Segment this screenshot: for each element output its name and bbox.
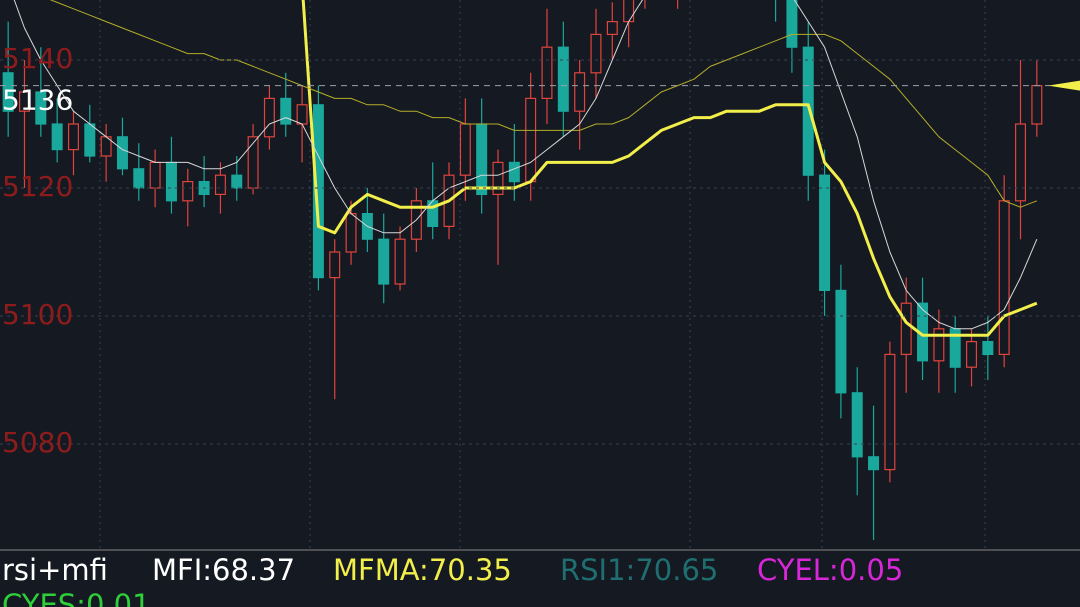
candle-body bbox=[231, 174, 243, 189]
y-tick-label: 5120 bbox=[2, 170, 73, 203]
candle-body bbox=[280, 97, 292, 125]
moving-average-line bbox=[13, 0, 1038, 330]
candle-body bbox=[84, 123, 96, 157]
candle-body bbox=[982, 341, 994, 356]
indicator-label: rsi+mfi bbox=[2, 553, 108, 587]
candle-body bbox=[868, 456, 880, 471]
candle-body bbox=[149, 161, 161, 189]
indicator-label: MFMA:70.35 bbox=[333, 553, 512, 587]
candle-body bbox=[116, 136, 128, 170]
candle-body bbox=[345, 213, 357, 253]
candle-body bbox=[606, 21, 618, 36]
candle-body bbox=[835, 289, 847, 394]
candle-body bbox=[2, 72, 14, 112]
y-tick-label: 5140 bbox=[2, 42, 73, 75]
candle-body bbox=[18, 91, 30, 112]
candle-body bbox=[476, 123, 488, 196]
candle-body bbox=[51, 123, 63, 151]
price-arrow bbox=[1048, 80, 1080, 91]
candle-body bbox=[263, 97, 275, 138]
moving-average-line bbox=[301, 0, 1038, 337]
indicator-label: MFI:68.37 bbox=[152, 553, 295, 587]
y-tick-label: 5080 bbox=[2, 426, 73, 459]
candle-body bbox=[508, 161, 520, 183]
candle-body bbox=[378, 238, 390, 285]
candle-body bbox=[165, 161, 177, 202]
candle-body bbox=[247, 136, 259, 189]
candle-body bbox=[966, 341, 978, 368]
plot-area bbox=[2, 0, 1043, 540]
candle-body bbox=[802, 46, 814, 176]
candle-body bbox=[182, 181, 194, 202]
indicator-label: CYEL:0.05 bbox=[757, 553, 903, 587]
candle-body bbox=[590, 33, 602, 74]
candle-body bbox=[1031, 84, 1043, 125]
indicator-label: RSI1:70.65 bbox=[560, 553, 718, 587]
candle-body bbox=[67, 123, 79, 151]
candle-body bbox=[574, 72, 586, 112]
moving-average-line bbox=[49, 0, 1038, 208]
price-marker-label: 5136 bbox=[2, 84, 73, 117]
candle-body bbox=[884, 353, 896, 471]
candle-body bbox=[900, 302, 912, 356]
candle-body bbox=[541, 46, 553, 100]
candle-body bbox=[525, 97, 537, 183]
indicator-label: CYES:0.01 bbox=[2, 588, 151, 607]
candle-body bbox=[214, 174, 226, 195]
candle-body bbox=[557, 46, 569, 112]
indicator-panel: rsi+mfi MFI:68.37 MFMA:70.35 RSI1:70.65 CYEL… bbox=[2, 553, 903, 607]
candle-body bbox=[851, 392, 863, 458]
candle-body bbox=[1015, 123, 1027, 202]
candle-body bbox=[786, 0, 798, 48]
candle-body bbox=[998, 200, 1010, 356]
candle-body bbox=[329, 251, 341, 279]
candle-body bbox=[492, 161, 504, 195]
candle-body bbox=[459, 123, 471, 176]
candle-body bbox=[312, 104, 324, 279]
candle-body bbox=[35, 91, 47, 125]
candle-body bbox=[296, 104, 308, 125]
y-tick-label: 5100 bbox=[2, 298, 73, 331]
candle-body bbox=[819, 174, 831, 291]
candle-body bbox=[394, 238, 406, 285]
candle-body bbox=[133, 168, 145, 189]
candle-body bbox=[933, 328, 945, 362]
candle-body bbox=[623, 0, 635, 23]
